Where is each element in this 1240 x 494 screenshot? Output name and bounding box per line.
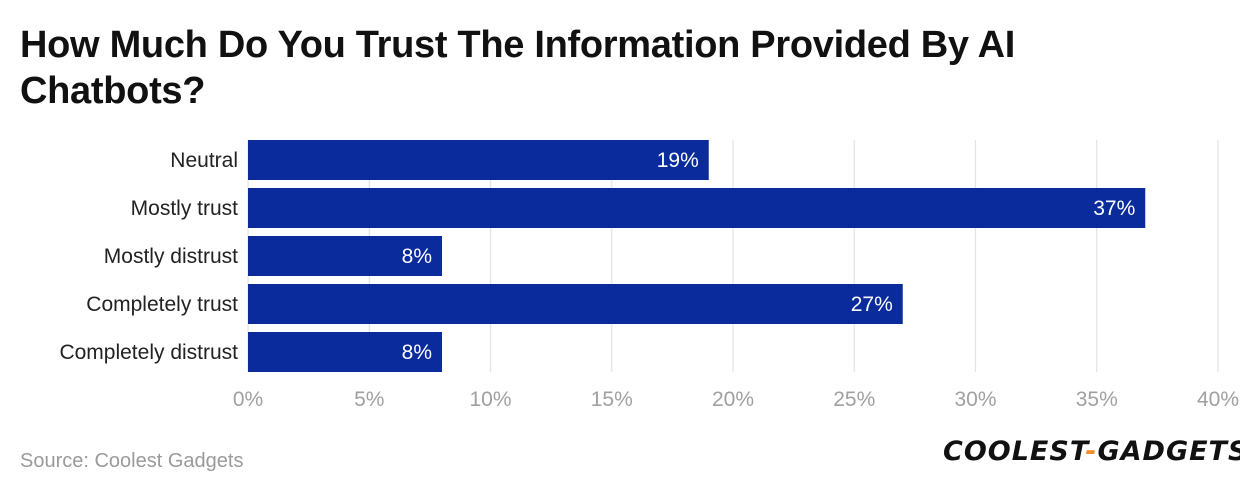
x-tick-label: 30% bbox=[954, 388, 996, 411]
logo-left: COOLEST bbox=[943, 436, 1086, 467]
bar bbox=[248, 284, 903, 324]
category-label: Completely distrust bbox=[59, 341, 238, 364]
x-tick-label: 25% bbox=[833, 388, 875, 411]
data-label: 8% bbox=[402, 245, 432, 268]
x-tick-label: 10% bbox=[469, 388, 511, 411]
x-tick-label: 15% bbox=[591, 388, 633, 411]
x-tick-label: 0% bbox=[233, 388, 263, 411]
coolest-gadgets-logo: COOLEST-GADGETS bbox=[943, 436, 1240, 467]
chart-title: How Much Do You Trust The Information Pr… bbox=[20, 24, 1015, 112]
category-label: Mostly trust bbox=[131, 197, 239, 220]
bar bbox=[248, 140, 709, 180]
x-tick-label: 35% bbox=[1076, 388, 1118, 411]
bar bbox=[248, 236, 442, 276]
logo-dash: - bbox=[1085, 436, 1098, 467]
data-label: 8% bbox=[402, 341, 432, 364]
category-label: Neutral bbox=[170, 149, 238, 172]
x-tick-label: 40% bbox=[1197, 388, 1239, 411]
category-label: Mostly distrust bbox=[104, 245, 238, 268]
data-label: 37% bbox=[1093, 197, 1135, 220]
data-label: 19% bbox=[657, 149, 699, 172]
category-label: Completely trust bbox=[86, 293, 238, 316]
bar bbox=[248, 188, 1146, 228]
data-label: 27% bbox=[851, 293, 893, 316]
x-tick-label: 20% bbox=[712, 388, 754, 411]
bar bbox=[248, 332, 442, 372]
logo-right: GADGETS bbox=[1097, 436, 1240, 467]
source-note: Source: Coolest Gadgets bbox=[20, 450, 244, 472]
x-tick-label: 5% bbox=[354, 388, 384, 411]
